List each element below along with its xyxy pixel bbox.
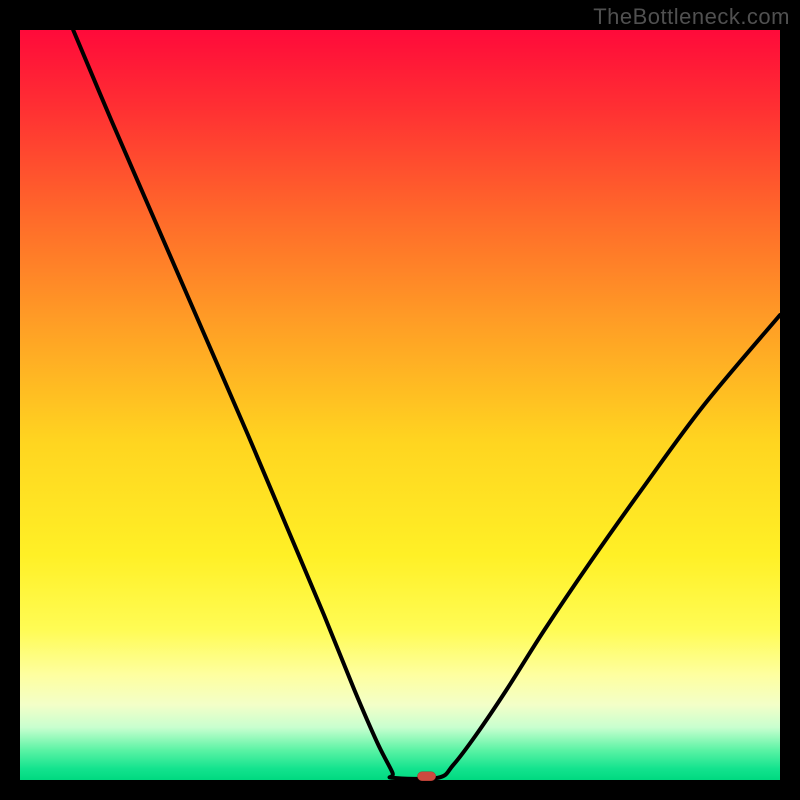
plot-area xyxy=(20,30,780,780)
chart-container: TheBottleneck.com xyxy=(0,0,800,800)
watermark-text: TheBottleneck.com xyxy=(593,4,790,30)
current-config-marker xyxy=(417,772,435,781)
bottleneck-chart xyxy=(0,0,800,800)
